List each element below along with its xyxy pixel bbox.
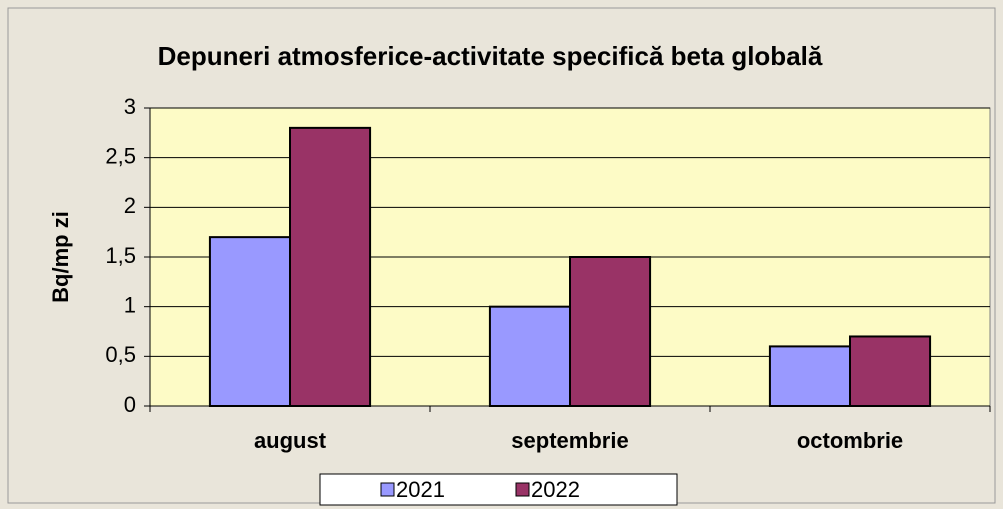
bar bbox=[208, 236, 291, 407]
y-axis-label: Bq/mp zi bbox=[48, 211, 73, 303]
y-tick-label: 2,5 bbox=[105, 143, 136, 168]
y-tick-label: 0,5 bbox=[105, 342, 136, 367]
bar bbox=[289, 126, 372, 407]
y-tick-label: 3 bbox=[124, 94, 136, 119]
x-tick-label: august bbox=[254, 428, 327, 453]
y-tick-label: 1 bbox=[124, 292, 136, 317]
legend-swatch bbox=[515, 482, 530, 497]
y-tick-label: 1,5 bbox=[105, 243, 136, 268]
legend-label: 2022 bbox=[531, 477, 580, 502]
legend-label: 2021 bbox=[396, 477, 445, 502]
legend-box bbox=[319, 473, 678, 506]
chart-title: Depuneri atmosferice-activitate specific… bbox=[157, 41, 823, 71]
legend-swatch bbox=[380, 482, 395, 497]
y-tick-label: 2 bbox=[124, 193, 136, 218]
y-tick-label: 0 bbox=[124, 392, 136, 417]
bar bbox=[768, 345, 851, 407]
bar bbox=[488, 305, 572, 407]
x-tick-label: octombrie bbox=[797, 428, 903, 453]
x-tick-label: septembrie bbox=[511, 428, 628, 453]
bar bbox=[849, 335, 932, 408]
bar bbox=[569, 256, 652, 407]
